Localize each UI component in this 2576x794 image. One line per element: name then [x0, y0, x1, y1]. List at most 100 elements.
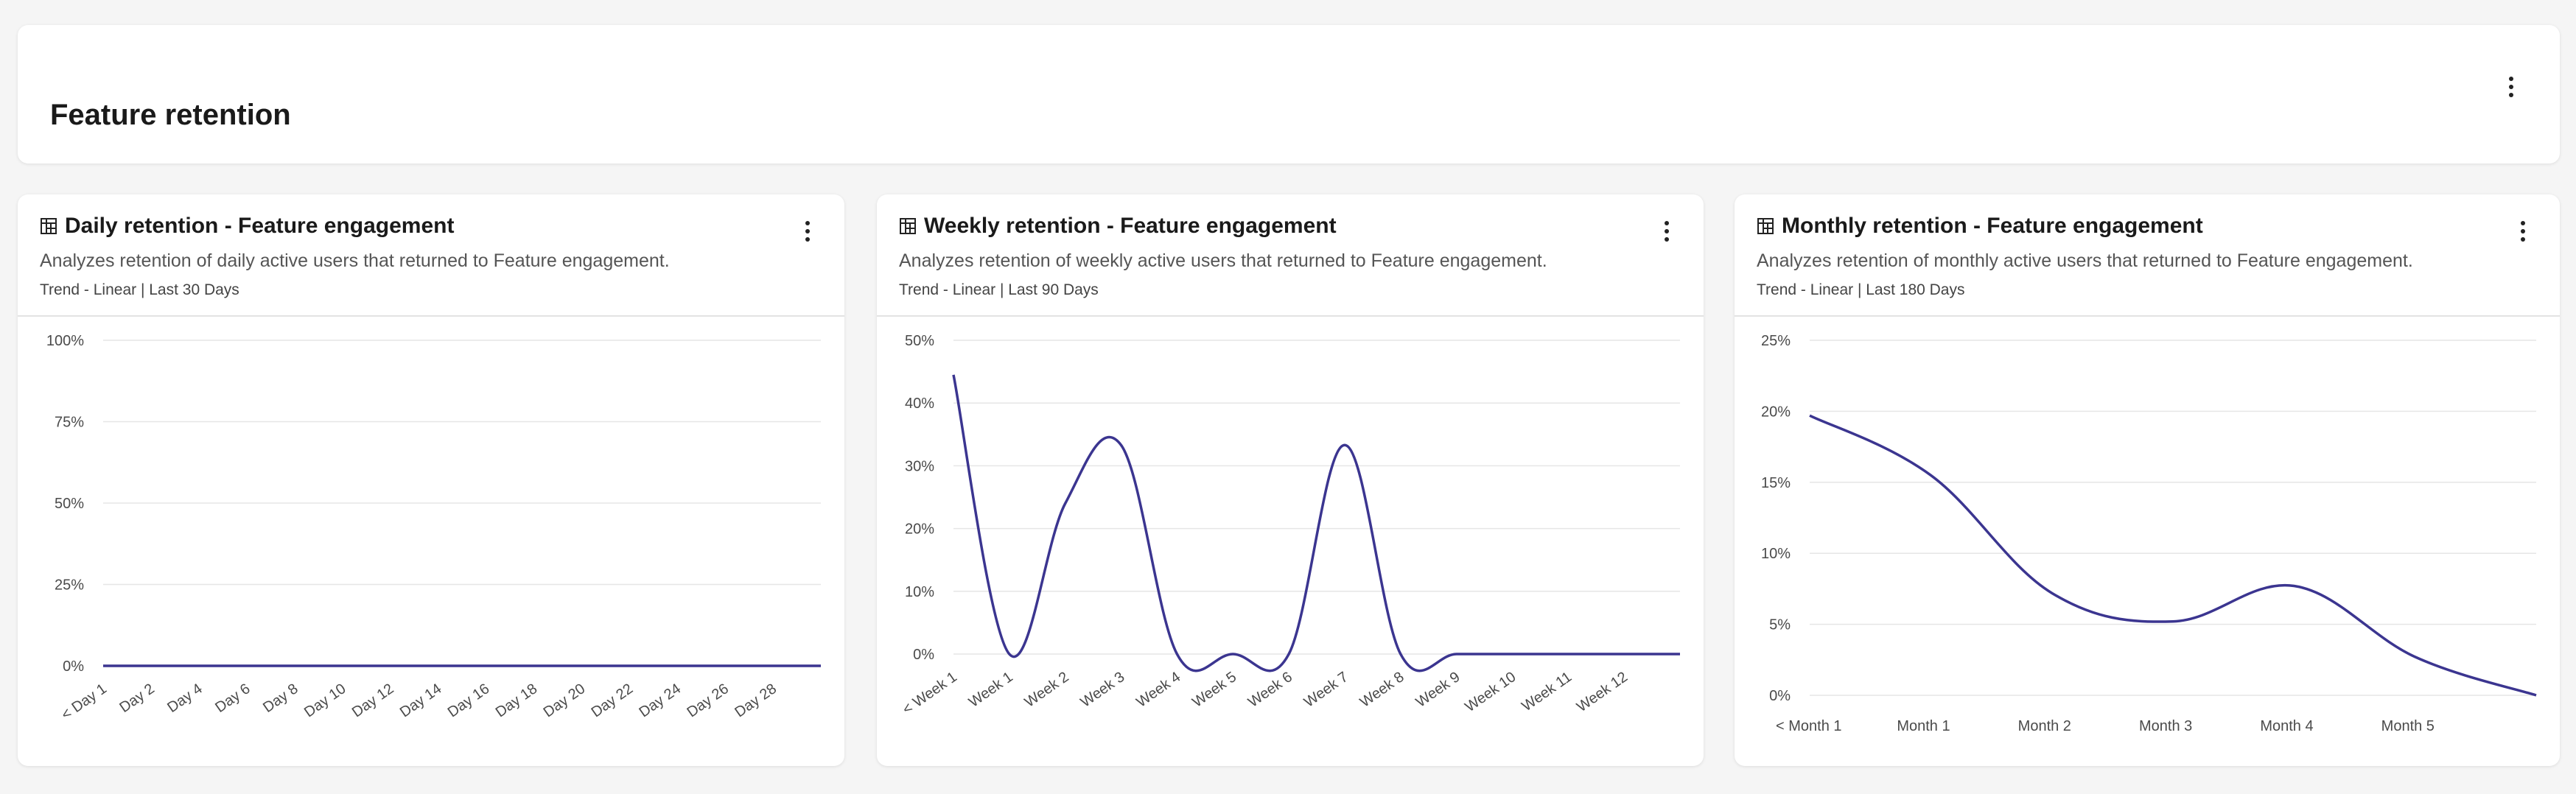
x-tick-label: Week 3 [1078, 669, 1128, 711]
x-tick-label: Day 10 [301, 681, 349, 720]
data-point[interactable] [2169, 618, 2177, 625]
more-vertical-icon[interactable] [1652, 217, 1681, 246]
data-point[interactable] [769, 662, 777, 670]
data-point[interactable] [1508, 650, 1516, 658]
x-tick-label: Day 18 [493, 681, 541, 720]
card-title[interactable]: Monthly retention - Feature engagement [1757, 214, 2203, 239]
x-tick-label: Week 12 [1574, 669, 1631, 715]
card-title[interactable]: Daily retention - Feature engagement [40, 214, 454, 239]
x-tick-label: < Week 1 [900, 669, 960, 718]
y-tick-label: 75% [55, 415, 84, 431]
more-vertical-icon[interactable] [793, 217, 822, 246]
data-point[interactable] [243, 662, 251, 670]
data-point[interactable] [2533, 692, 2540, 699]
card-description: Analyzes retention of weekly active user… [899, 250, 1547, 271]
x-tick-label: Month 2 [2018, 718, 2071, 734]
x-tick-label: Week 11 [1519, 669, 1575, 714]
y-tick-label: 20% [905, 521, 934, 538]
data-point[interactable] [2412, 653, 2419, 661]
x-tick-label: Month 3 [2139, 718, 2192, 734]
daily-retention-card: Daily retention - Feature engagement Ana… [18, 194, 844, 766]
data-point[interactable] [291, 662, 298, 670]
table-chart-icon [900, 218, 916, 234]
data-point[interactable] [1397, 650, 1404, 658]
data-point[interactable] [1453, 650, 1460, 658]
y-tick-label: 25% [1761, 333, 1791, 349]
weekly-retention-chart: 50%40%30%20%10%0%< Week 1 Week 1 Week 2 Wee… [900, 333, 1684, 718]
data-point[interactable] [1062, 500, 1069, 507]
y-tick-label: 0% [1769, 688, 1791, 704]
data-point[interactable] [950, 371, 957, 379]
x-tick-label: Week 4 [1133, 669, 1183, 711]
data-point[interactable] [1927, 471, 1934, 479]
card-title-text: Weekly retention - Feature engagement [924, 214, 1337, 238]
x-tick-label: Week 9 [1413, 669, 1463, 711]
y-tick-label: 0% [63, 658, 84, 675]
more-vertical-icon[interactable] [2496, 72, 2526, 102]
card-description: Analyzes retention of monthly active use… [1757, 250, 2413, 271]
x-tick-label: Day 6 [212, 681, 253, 716]
data-point[interactable] [1620, 650, 1628, 658]
y-tick-label: 10% [905, 584, 934, 600]
page-header-card: Feature retention [18, 25, 2560, 164]
data-point[interactable] [673, 662, 681, 670]
card-title[interactable]: Weekly retention - Feature engagement [899, 214, 1337, 239]
x-tick-label: Day 16 [445, 681, 493, 720]
x-tick-label: Day 12 [349, 681, 397, 720]
x-tick-label: Week 2 [1022, 669, 1072, 711]
x-tick-label: Day 28 [732, 681, 780, 720]
table-chart-icon [41, 218, 57, 234]
card-meta: Trend - Linear | Last 90 Days [899, 281, 1099, 298]
x-tick-label: < Day 1 [58, 681, 110, 723]
data-point[interactable] [1173, 650, 1180, 658]
card-description: Analyzes retention of daily active users… [40, 250, 670, 271]
data-point[interactable] [387, 662, 394, 670]
card-meta: Trend - Linear | Last 30 Days [40, 281, 239, 298]
y-tick-label: 50% [905, 333, 934, 349]
data-point[interactable] [721, 662, 729, 670]
daily-retention-chart: 100%75%50%25%0%< Day 1 Day 2 Day 4 Day 6 Day… [46, 333, 825, 723]
data-point[interactable] [530, 662, 537, 670]
data-point[interactable] [147, 662, 155, 670]
data-point[interactable] [1229, 650, 1236, 658]
data-point[interactable] [1285, 650, 1292, 658]
data-point[interactable] [578, 662, 585, 670]
x-tick-label: Day 22 [589, 681, 637, 720]
data-point[interactable] [1806, 412, 1813, 419]
x-tick-label: Week 6 [1245, 669, 1295, 711]
x-tick-label: Week 10 [1462, 669, 1519, 715]
data-point[interactable] [482, 662, 489, 670]
data-point[interactable] [99, 662, 107, 670]
data-point[interactable] [2048, 589, 2056, 597]
data-point[interactable] [1341, 441, 1348, 449]
x-tick-label: Month 1 [1897, 718, 1950, 734]
data-point[interactable] [626, 662, 633, 670]
more-vertical-icon[interactable] [2508, 217, 2538, 246]
data-point[interactable] [1676, 650, 1684, 658]
y-tick-label: 5% [1769, 617, 1791, 633]
data-point[interactable] [1564, 650, 1572, 658]
data-point[interactable] [435, 662, 442, 670]
x-tick-label: Day 14 [397, 681, 445, 720]
y-tick-label: 10% [1761, 546, 1791, 562]
y-tick-label: 25% [55, 577, 84, 594]
data-point[interactable] [1118, 441, 1125, 449]
y-tick-label: 50% [55, 496, 84, 512]
series-line [952, 374, 1680, 672]
data-point[interactable] [2290, 583, 2297, 590]
x-tick-label: Week 1 [966, 669, 1016, 711]
monthly-retention-card: Monthly retention - Feature engagement A… [1735, 194, 2560, 766]
y-tick-label: 20% [1761, 404, 1791, 420]
x-tick-label: Day 24 [637, 681, 685, 720]
card-meta: Trend - Linear | Last 180 Days [1757, 281, 1965, 298]
data-point[interactable] [817, 662, 825, 670]
data-point[interactable] [195, 662, 203, 670]
card-title-text: Monthly retention - Feature engagement [1782, 214, 2203, 238]
card-header: Weekly retention - Feature engagement An… [877, 194, 1704, 317]
table-chart-icon [1757, 218, 1774, 234]
data-point[interactable] [1006, 650, 1013, 658]
y-tick-label: 100% [46, 333, 84, 349]
x-tick-label: Day 4 [164, 681, 205, 716]
data-point[interactable] [339, 662, 346, 670]
card-header: Daily retention - Feature engagement Ana… [18, 194, 844, 317]
